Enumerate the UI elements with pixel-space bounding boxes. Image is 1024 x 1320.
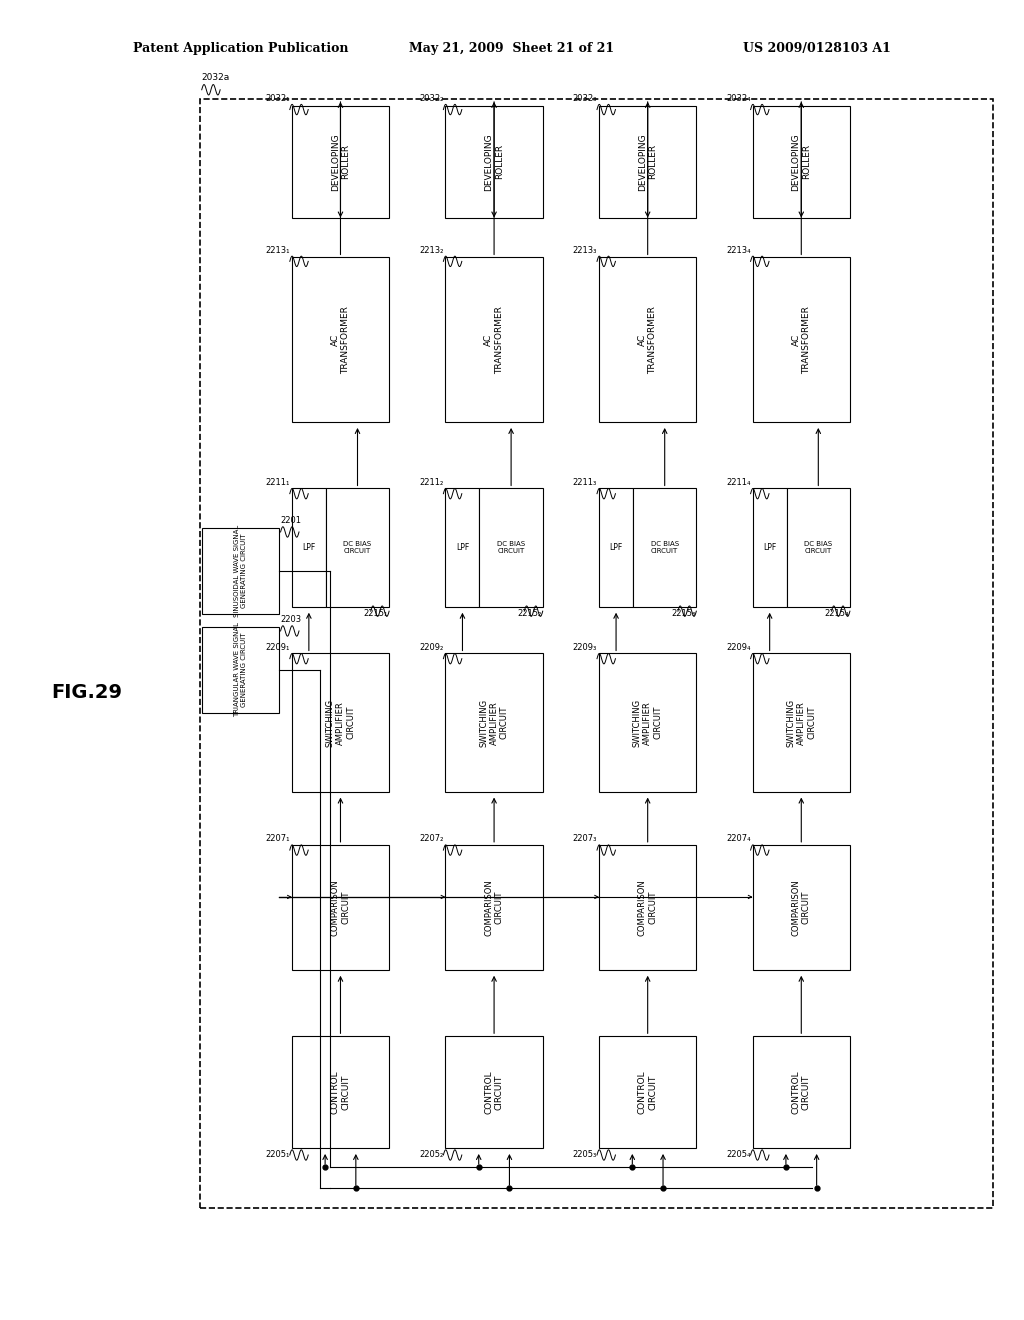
Text: 2215₁: 2215₁ (364, 609, 388, 618)
Bar (753, 488, 786, 607)
Bar (445, 653, 543, 792)
Text: CONTROL
CIRCUIT: CONTROL CIRCUIT (484, 1071, 504, 1114)
Bar (599, 653, 696, 792)
Text: 2207₄: 2207₄ (726, 834, 751, 843)
Bar (599, 257, 696, 422)
Text: COMPARISON
CIRCUIT: COMPARISON CIRCUIT (792, 879, 811, 936)
Text: AC
TRANSFORMER: AC TRANSFORMER (331, 306, 350, 374)
Text: 2213₃: 2213₃ (572, 246, 597, 255)
Text: DC BIAS
CIRCUIT: DC BIAS CIRCUIT (804, 541, 833, 554)
Text: AC
TRANSFORMER: AC TRANSFORMER (638, 306, 657, 374)
Bar (753, 1036, 850, 1148)
Text: LPF: LPF (456, 544, 469, 552)
Text: 2207₁: 2207₁ (265, 834, 290, 843)
Text: 2203: 2203 (281, 615, 302, 624)
Text: DC BIAS
CIRCUIT: DC BIAS CIRCUIT (650, 541, 679, 554)
Text: FIG.29: FIG.29 (51, 684, 123, 702)
Bar (445, 488, 479, 607)
Bar (445, 106, 543, 218)
Text: 2215₂: 2215₂ (517, 609, 542, 618)
Text: DEVELOPING
ROLLER: DEVELOPING ROLLER (331, 133, 350, 190)
Text: COMPARISON
CIRCUIT: COMPARISON CIRCUIT (484, 879, 504, 936)
Bar (292, 257, 389, 422)
Bar (292, 488, 326, 607)
Bar (633, 488, 696, 607)
Text: 2211₄: 2211₄ (726, 478, 751, 487)
Bar (292, 106, 389, 218)
Text: LPF: LPF (609, 544, 623, 552)
Text: 2209₃: 2209₃ (572, 643, 597, 652)
Text: 2205₃: 2205₃ (572, 1150, 597, 1159)
Text: COMPARISON
CIRCUIT: COMPARISON CIRCUIT (331, 879, 350, 936)
Text: 2213₂: 2213₂ (419, 246, 443, 255)
Text: CONTROL
CIRCUIT: CONTROL CIRCUIT (331, 1071, 350, 1114)
Text: CONTROL
CIRCUIT: CONTROL CIRCUIT (792, 1071, 811, 1114)
Text: LPF: LPF (302, 544, 315, 552)
Text: 2211₁: 2211₁ (265, 478, 290, 487)
Text: CONTROL
CIRCUIT: CONTROL CIRCUIT (638, 1071, 657, 1114)
Bar (753, 257, 850, 422)
Text: SINUSOIDAL WAVE SIGNAL
GENERATING CIRCUIT: SINUSOIDAL WAVE SIGNAL GENERATING CIRCUI… (233, 525, 247, 616)
Text: 2207₃: 2207₃ (572, 834, 597, 843)
Text: 2207₂: 2207₂ (419, 834, 443, 843)
Bar (753, 845, 850, 970)
Text: SWITCHING
AMPLIFIER
CIRCUIT: SWITCHING AMPLIFIER CIRCUIT (479, 698, 509, 747)
Text: AC
TRANSFORMER: AC TRANSFORMER (792, 306, 811, 374)
Bar (599, 845, 696, 970)
Text: 2209₂: 2209₂ (419, 643, 443, 652)
Bar (200, 99, 993, 1208)
Bar (479, 488, 543, 607)
Text: 2032₃: 2032₃ (572, 94, 597, 103)
Text: 2205₄: 2205₄ (726, 1150, 751, 1159)
Text: 2201: 2201 (281, 516, 302, 525)
Text: US 2009/0128103 A1: US 2009/0128103 A1 (743, 42, 891, 55)
Text: 2215₃: 2215₃ (671, 609, 695, 618)
Text: DC BIAS
CIRCUIT: DC BIAS CIRCUIT (343, 541, 372, 554)
Text: 2211₃: 2211₃ (572, 478, 597, 487)
Text: 2205₁: 2205₁ (265, 1150, 290, 1159)
Text: 2032₁: 2032₁ (265, 94, 290, 103)
Text: May 21, 2009  Sheet 21 of 21: May 21, 2009 Sheet 21 of 21 (410, 42, 614, 55)
Bar (445, 845, 543, 970)
Text: 2032₄: 2032₄ (726, 94, 751, 103)
Bar (599, 106, 696, 218)
Bar (202, 528, 279, 614)
Text: 2209₁: 2209₁ (265, 643, 290, 652)
Text: LPF: LPF (763, 544, 776, 552)
Bar (292, 845, 389, 970)
Text: 2032a: 2032a (202, 73, 230, 82)
Text: SWITCHING
AMPLIFIER
CIRCUIT: SWITCHING AMPLIFIER CIRCUIT (633, 698, 663, 747)
Text: DEVELOPING
ROLLER: DEVELOPING ROLLER (792, 133, 811, 190)
Text: 2209₄: 2209₄ (726, 643, 751, 652)
Bar (599, 1036, 696, 1148)
Bar (599, 488, 633, 607)
Bar (753, 106, 850, 218)
Text: 2213₄: 2213₄ (726, 246, 751, 255)
Text: Patent Application Publication: Patent Application Publication (133, 42, 348, 55)
Text: 2215₄: 2215₄ (824, 609, 849, 618)
Text: 2211₂: 2211₂ (419, 478, 443, 487)
Bar (753, 653, 850, 792)
Text: SWITCHING
AMPLIFIER
CIRCUIT: SWITCHING AMPLIFIER CIRCUIT (786, 698, 816, 747)
Text: DEVELOPING
ROLLER: DEVELOPING ROLLER (638, 133, 657, 190)
Bar (445, 257, 543, 422)
Text: 2213₁: 2213₁ (265, 246, 290, 255)
Text: TRIANGULAR WAVE SIGNAL
GENERATING CIRCUIT: TRIANGULAR WAVE SIGNAL GENERATING CIRCUI… (233, 623, 247, 717)
Bar (292, 653, 389, 792)
Bar (445, 1036, 543, 1148)
Text: COMPARISON
CIRCUIT: COMPARISON CIRCUIT (638, 879, 657, 936)
Bar (786, 488, 850, 607)
Bar (292, 1036, 389, 1148)
Text: DC BIAS
CIRCUIT: DC BIAS CIRCUIT (497, 541, 525, 554)
Bar (202, 627, 279, 713)
Text: 2205₂: 2205₂ (419, 1150, 443, 1159)
Text: SWITCHING
AMPLIFIER
CIRCUIT: SWITCHING AMPLIFIER CIRCUIT (326, 698, 355, 747)
Bar (326, 488, 389, 607)
Text: AC
TRANSFORMER: AC TRANSFORMER (484, 306, 504, 374)
Text: DEVELOPING
ROLLER: DEVELOPING ROLLER (484, 133, 504, 190)
Text: 2032₂: 2032₂ (419, 94, 443, 103)
